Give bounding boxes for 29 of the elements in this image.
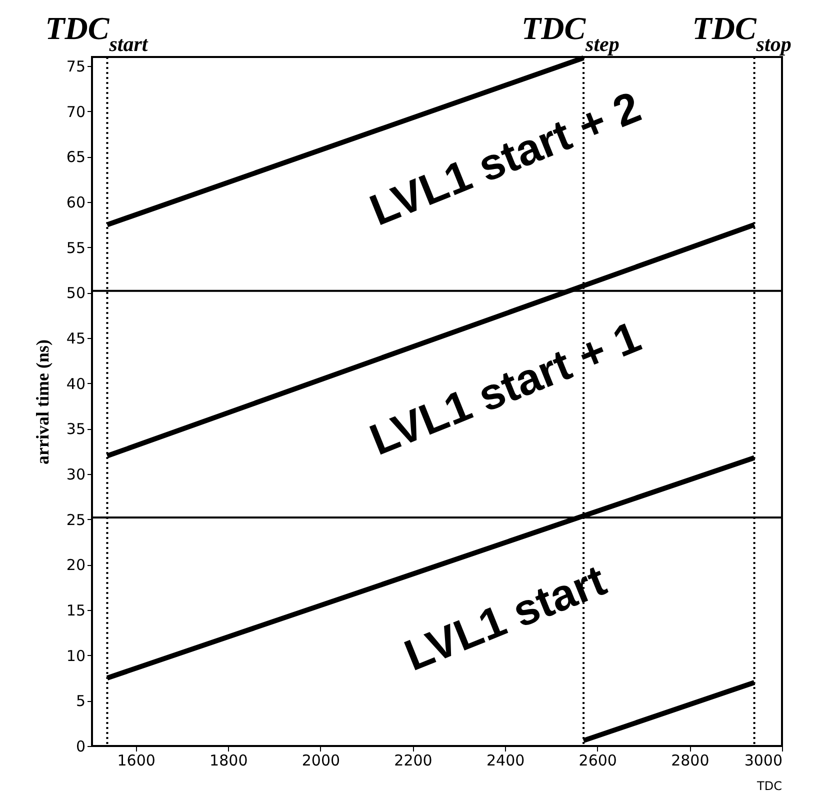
annotation: LVL1 start + 2 bbox=[363, 82, 648, 236]
y-tick-label: 35 bbox=[66, 420, 86, 438]
annotation: LVL1 start bbox=[398, 556, 614, 681]
x-tick-label: 2400 bbox=[486, 752, 525, 770]
x-axis-title: TDC bbox=[756, 779, 782, 793]
y-axis-title: arrival time (ns) bbox=[32, 340, 52, 464]
y-tick-label: 10 bbox=[66, 646, 86, 665]
x-tick-label: 3000 bbox=[744, 752, 782, 770]
y-tick-label: 70 bbox=[66, 102, 86, 121]
y-tick-label: 45 bbox=[66, 330, 86, 348]
y-tick-label: 60 bbox=[66, 194, 86, 212]
y-tick-label: 15 bbox=[66, 602, 86, 620]
y-tick-label: 0 bbox=[76, 738, 86, 756]
y-tick-label: 65 bbox=[66, 148, 86, 166]
y-tick-label: 75 bbox=[66, 58, 86, 76]
y-tick-label: 5 bbox=[76, 692, 86, 710]
x-tick-label: 1600 bbox=[117, 752, 156, 770]
y-tick-label: 25 bbox=[66, 510, 86, 529]
y-tick-label: 30 bbox=[66, 466, 86, 484]
x-tick-label: 1800 bbox=[210, 752, 248, 770]
y-tick-label: 55 bbox=[66, 238, 86, 257]
x-tick-label: 2200 bbox=[394, 752, 432, 770]
x-tick-label: 2000 bbox=[302, 752, 340, 770]
y-tick-label: 40 bbox=[66, 374, 86, 393]
y-tick-label: 50 bbox=[66, 284, 86, 302]
x-tick-label: 2800 bbox=[671, 752, 710, 770]
annotation: LVL1 start + 1 bbox=[363, 312, 648, 466]
x-tick-label: 2600 bbox=[578, 752, 617, 770]
y-tick-label: 20 bbox=[66, 556, 86, 574]
